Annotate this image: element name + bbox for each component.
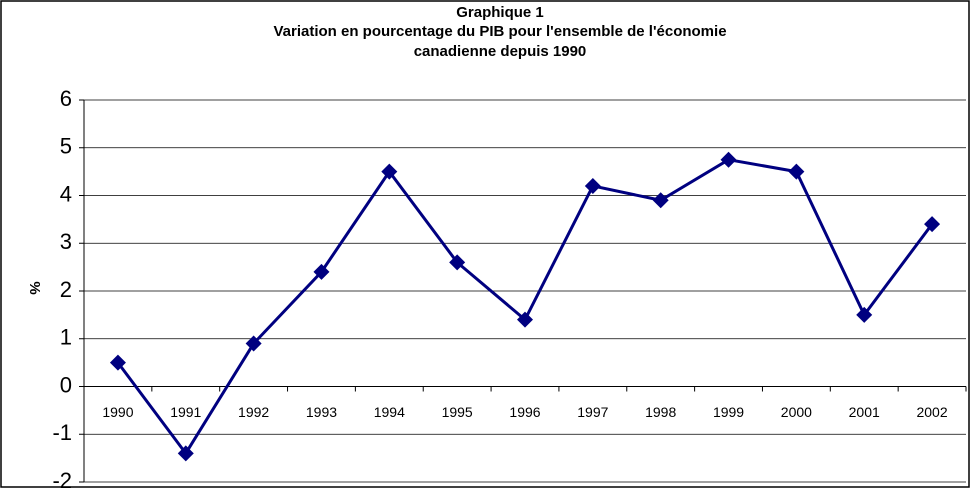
x-tick-label: 1993 <box>306 404 337 420</box>
x-tick-label: 1996 <box>509 404 540 420</box>
marker <box>584 177 601 194</box>
marker <box>313 263 330 280</box>
y-tick-label: 2 <box>60 277 72 302</box>
x-tick-label: 1995 <box>442 404 473 420</box>
chart-title: Variation en pourcentage du PIB pour l'e… <box>273 23 726 40</box>
x-tick-label: 1992 <box>238 404 269 420</box>
x-tick-label: 1999 <box>713 404 744 420</box>
marker <box>924 216 941 233</box>
x-tick-label: 1994 <box>374 404 405 420</box>
marker <box>245 335 262 352</box>
y-tick-label: -1 <box>52 420 72 445</box>
x-tick-label: 2002 <box>916 404 947 420</box>
x-tick-label: 1990 <box>102 404 133 420</box>
x-tick-label: 2000 <box>781 404 812 420</box>
chart-title: Graphique 1 <box>456 4 544 21</box>
y-tick-label: 0 <box>60 372 72 397</box>
x-tick-label: 2001 <box>849 404 880 420</box>
y-tick-label: 4 <box>60 181 72 206</box>
y-tick-label: -2 <box>52 468 72 488</box>
marker <box>517 311 533 328</box>
chart-title: canadienne depuis 1990 <box>414 43 587 60</box>
marker <box>788 163 805 180</box>
x-tick-label: 1997 <box>577 404 608 420</box>
y-tick-label: 5 <box>60 134 72 159</box>
y-tick-label: 6 <box>60 86 72 111</box>
x-tick-label: 1991 <box>170 404 201 420</box>
y-axis-label: % <box>26 281 43 294</box>
marker <box>856 306 873 323</box>
y-tick-label: 3 <box>60 229 72 254</box>
marker <box>652 192 669 209</box>
marker <box>109 354 126 371</box>
y-tick-label: 1 <box>60 325 72 350</box>
marker <box>449 254 466 271</box>
marker <box>381 163 398 180</box>
marker <box>720 151 737 168</box>
x-tick-label: 1998 <box>645 404 676 420</box>
marker <box>177 445 194 462</box>
